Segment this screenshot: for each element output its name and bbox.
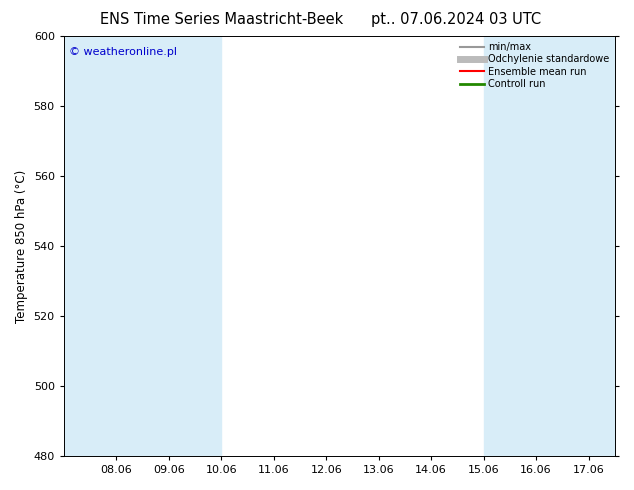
Text: ENS Time Series Maastricht-Beek: ENS Time Series Maastricht-Beek	[100, 12, 344, 27]
Text: © weatheronline.pl: © weatheronline.pl	[69, 47, 178, 57]
Bar	[588, 36, 615, 456]
Bar	[64, 36, 221, 456]
Legend: min/max, Odchylenie standardowe, Ensemble mean run, Controll run: min/max, Odchylenie standardowe, Ensembl…	[456, 38, 613, 93]
Bar	[536, 36, 588, 456]
Y-axis label: Temperature 850 hPa (°C): Temperature 850 hPa (°C)	[15, 170, 28, 323]
Text: pt.. 07.06.2024 03 UTC: pt.. 07.06.2024 03 UTC	[372, 12, 541, 27]
Bar	[484, 36, 536, 456]
